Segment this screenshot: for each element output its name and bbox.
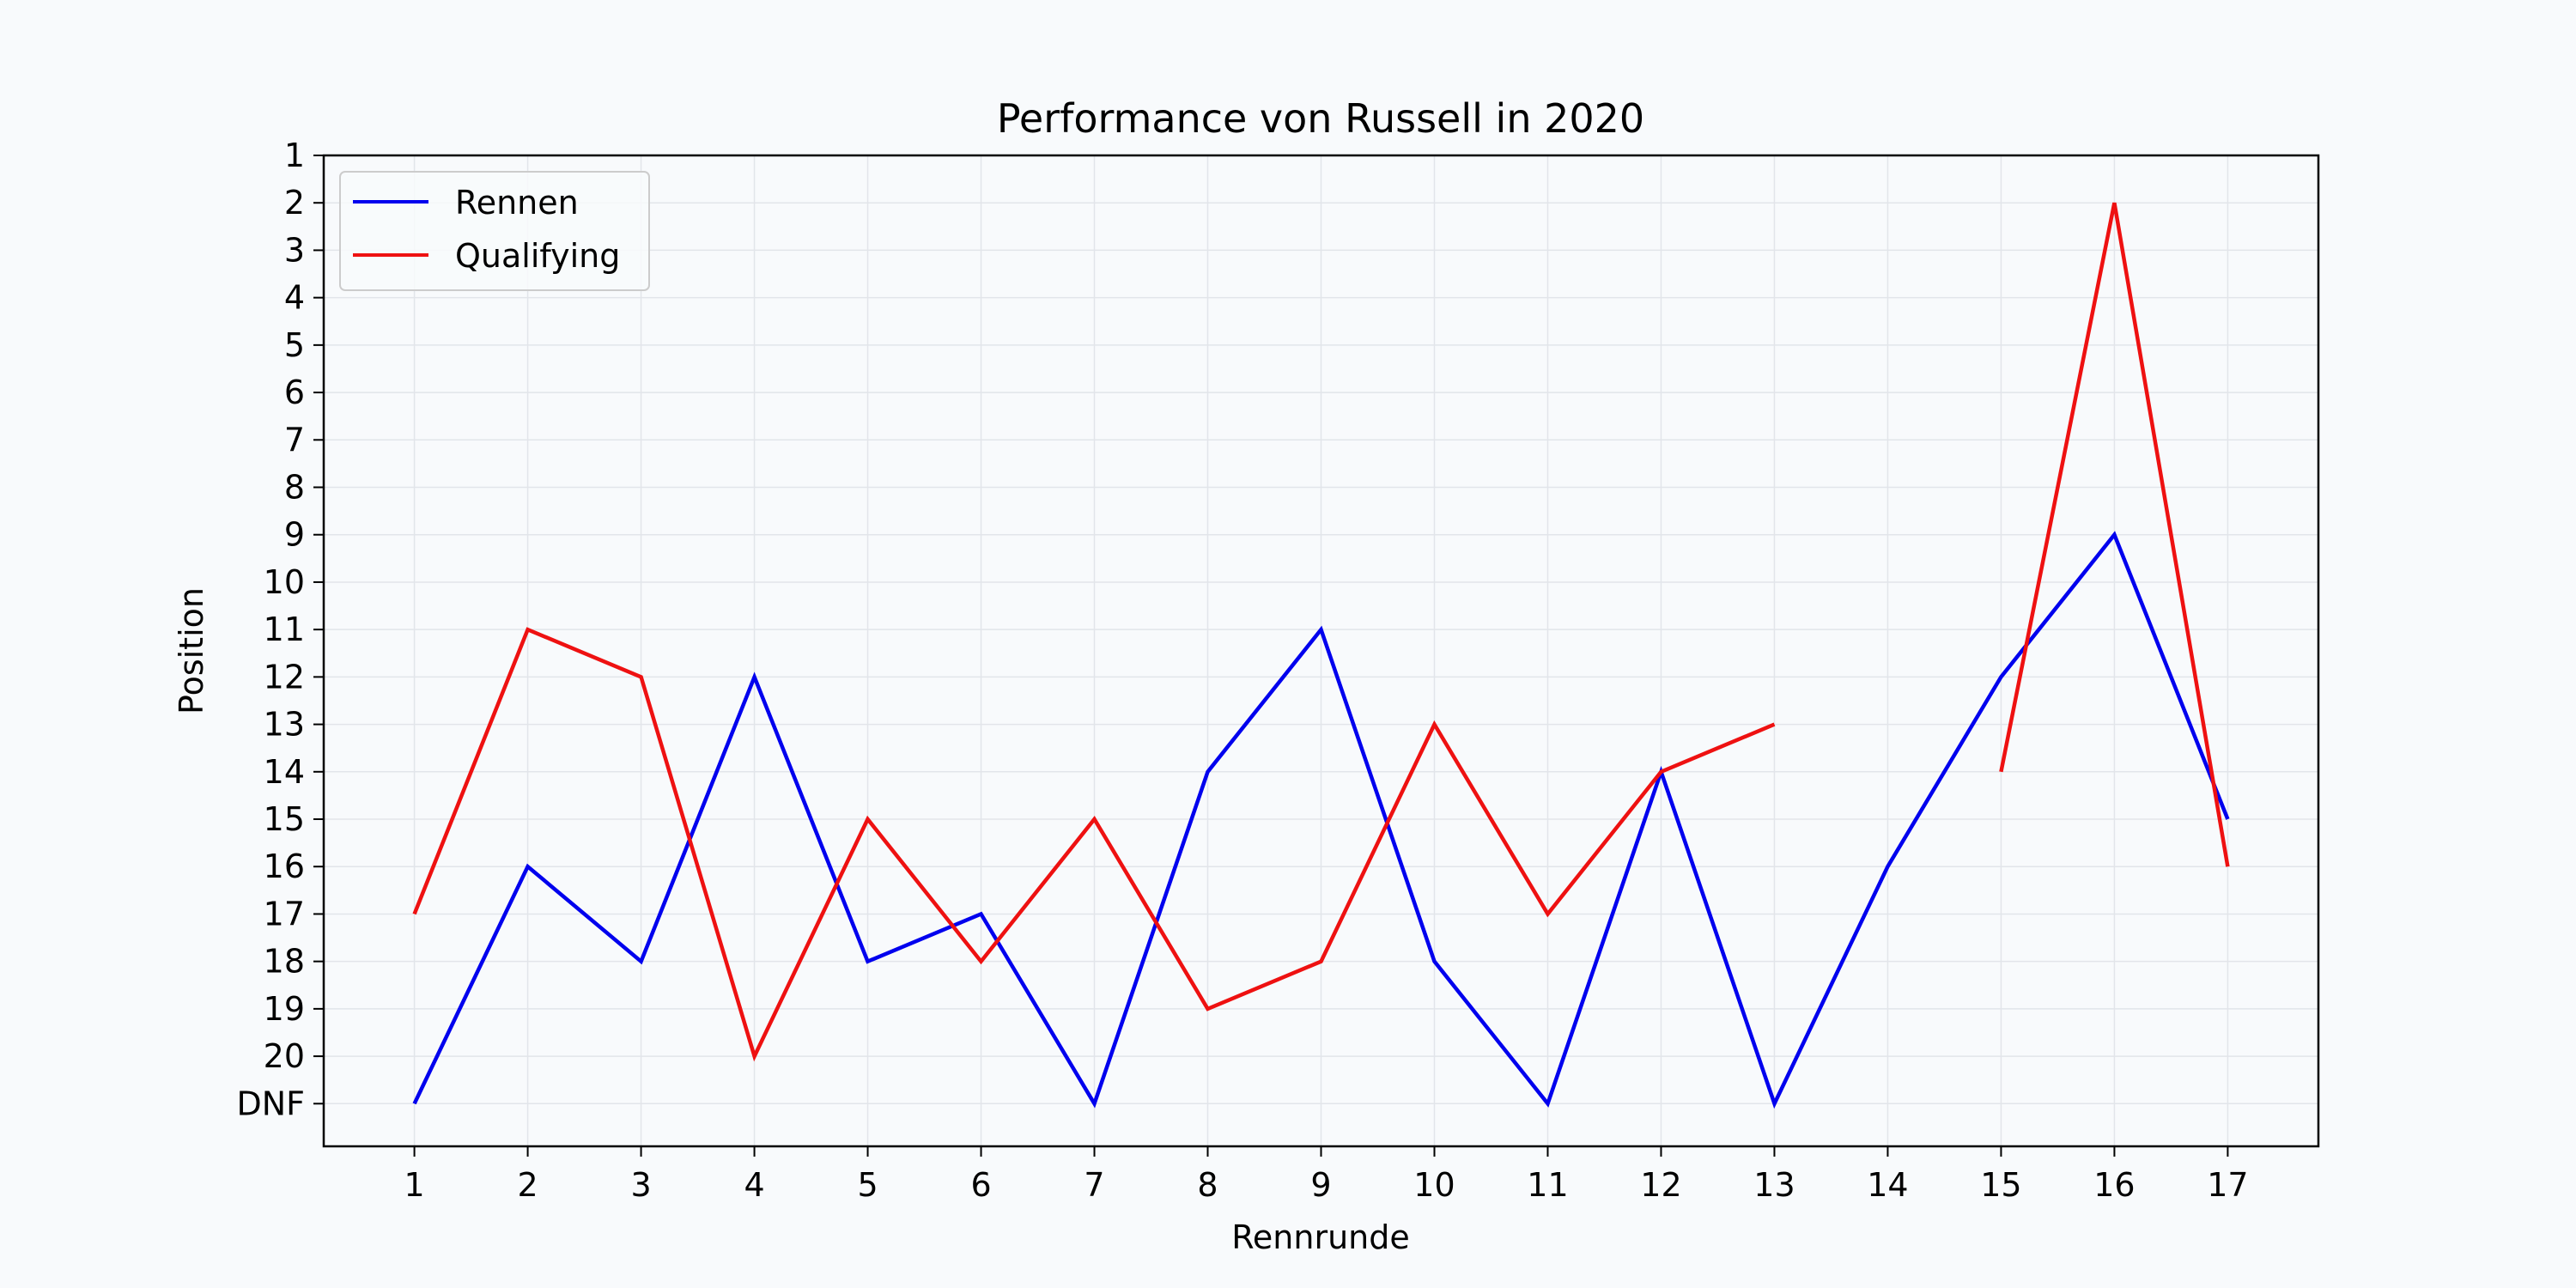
x-tick-label: 14 <box>1867 1166 1908 1204</box>
x-tick-label: 6 <box>970 1166 991 1204</box>
y-tick-label: 15 <box>264 800 305 838</box>
x-tick-label: 12 <box>1640 1166 1681 1204</box>
x-axis-title: Rennrunde <box>1231 1218 1410 1256</box>
y-tick-label: 1 <box>284 137 305 174</box>
y-tick-label: 13 <box>264 706 305 744</box>
x-tick-label: 15 <box>1980 1166 2021 1204</box>
x-axis: 1 2 3 4 5 6 7 8 9 10 11 12 13 14 15 16 17 <box>404 1146 2249 1204</box>
y-tick-label: 4 <box>284 279 305 317</box>
y-tick-label: 14 <box>264 753 305 791</box>
x-tick-label: 3 <box>630 1166 651 1204</box>
series-line-rennen <box>412 531 2230 1109</box>
y-tick-label: 20 <box>264 1037 305 1075</box>
x-tick-label: 13 <box>1753 1166 1795 1204</box>
legend-label-qualifying: Qualifying <box>455 237 620 275</box>
series-lines <box>412 202 2230 1109</box>
y-tick-label: 3 <box>284 231 305 269</box>
y-tick-label: 19 <box>264 990 305 1028</box>
y-tick-label: 16 <box>264 848 305 885</box>
x-tick-label: 5 <box>857 1166 878 1204</box>
legend: Rennen Qualifying <box>339 171 650 291</box>
y-tick-label: 18 <box>264 943 305 981</box>
x-tick-label: 10 <box>1413 1166 1455 1204</box>
y-tick-label: 10 <box>264 563 305 601</box>
y-tick-label: 5 <box>284 326 305 364</box>
chart-title: Performance von Russell in 2020 <box>997 95 1644 142</box>
y-tick-label: 17 <box>264 895 305 933</box>
x-tick-label: 7 <box>1084 1166 1104 1204</box>
legend-label-rennen: Rennen <box>455 184 579 222</box>
y-tick-label: 6 <box>284 374 305 411</box>
x-tick-label: 2 <box>517 1166 538 1204</box>
y-tick-label: 9 <box>284 516 305 554</box>
x-tick-label: 11 <box>1527 1166 1568 1204</box>
x-tick-label: 16 <box>2093 1166 2135 1204</box>
y-tick-label: 2 <box>284 184 305 222</box>
grid-lines <box>324 155 2318 1146</box>
x-tick-label: 8 <box>1197 1166 1218 1204</box>
y-tick-label: DNF <box>236 1084 305 1122</box>
y-tick-label: 7 <box>284 421 305 459</box>
x-tick-label: 1 <box>404 1166 424 1204</box>
y-tick-label: 11 <box>264 611 305 648</box>
y-tick-label: 12 <box>264 658 305 696</box>
y-tick-label: 8 <box>284 469 305 507</box>
series-line-qualifying <box>412 202 2230 1062</box>
x-tick-label: 9 <box>1310 1166 1331 1204</box>
x-tick-label: 4 <box>744 1166 764 1204</box>
y-axis-title: Position <box>173 587 210 714</box>
x-tick-label: 17 <box>2207 1166 2248 1204</box>
